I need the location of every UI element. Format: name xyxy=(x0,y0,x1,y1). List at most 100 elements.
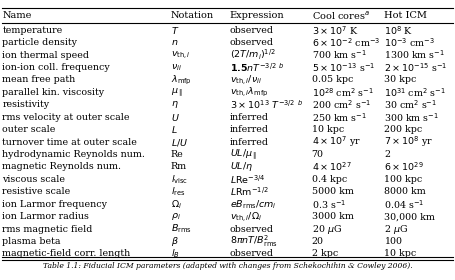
Text: Name: Name xyxy=(2,11,32,20)
Text: $6 \times 10^{-2}$ cm$^{-3}$: $6 \times 10^{-2}$ cm$^{-3}$ xyxy=(312,36,380,49)
Text: $L/U$: $L/U$ xyxy=(171,137,188,148)
Text: $10^8$ K: $10^8$ K xyxy=(384,24,414,37)
Text: 30,000 km: 30,000 km xyxy=(384,212,435,221)
Text: $v_{\mathrm{th},i}/\nu_{ii}$: $v_{\mathrm{th},i}/\nu_{ii}$ xyxy=(230,73,262,87)
Text: 200 kpc: 200 kpc xyxy=(384,125,423,134)
Text: $7 \times 10^8$ yr: $7 \times 10^8$ yr xyxy=(384,135,434,150)
Text: ion Larmor frequency: ion Larmor frequency xyxy=(2,200,107,209)
Text: 30 cm$^2$ s$^{-1}$: 30 cm$^2$ s$^{-1}$ xyxy=(384,99,438,111)
Text: ion Larmor radius: ion Larmor radius xyxy=(2,212,89,221)
Text: viscous scale: viscous scale xyxy=(2,175,65,184)
Text: 20: 20 xyxy=(312,237,324,246)
Text: magnetic-field corr. length: magnetic-field corr. length xyxy=(2,249,131,258)
Text: $\lambda_{\mathrm{mfp}}$: $\lambda_{\mathrm{mfp}}$ xyxy=(171,73,192,87)
Text: 3000 km: 3000 km xyxy=(312,212,354,221)
Text: $n$: $n$ xyxy=(171,38,178,47)
Text: Notation: Notation xyxy=(171,11,214,20)
Text: temperature: temperature xyxy=(2,26,62,35)
Text: 0.3 s$^{-1}$: 0.3 s$^{-1}$ xyxy=(312,198,346,211)
Text: 10 kpc: 10 kpc xyxy=(384,249,417,258)
Text: $10^{-3}$ cm$^{-3}$: $10^{-3}$ cm$^{-3}$ xyxy=(384,36,435,49)
Text: $l_{\mathrm{visc}}$: $l_{\mathrm{visc}}$ xyxy=(171,173,188,186)
Text: $v_{\mathrm{th},i}/\Omega_i$: $v_{\mathrm{th},i}/\Omega_i$ xyxy=(230,210,262,224)
Text: Hot ICM: Hot ICM xyxy=(384,11,428,20)
Text: 0.05 kpc: 0.05 kpc xyxy=(312,75,353,85)
Text: outer scale: outer scale xyxy=(2,125,56,134)
Text: observed: observed xyxy=(230,38,274,47)
Text: $5 \times 10^{-13}$ s$^{-1}$: $5 \times 10^{-13}$ s$^{-1}$ xyxy=(312,61,375,74)
Text: Table 1.1: Fiducial ICM parameters (adapted with changes from Schekochihin & Cow: Table 1.1: Fiducial ICM parameters (adap… xyxy=(43,262,412,270)
Text: $eB_{\mathrm{rms}}/cm_i$: $eB_{\mathrm{rms}}/cm_i$ xyxy=(230,198,277,211)
Text: $\mathbf{1.5}nT^{-3/2}$ $^b$: $\mathbf{1.5}nT^{-3/2}$ $^b$ xyxy=(230,61,284,74)
Text: 2: 2 xyxy=(384,150,390,159)
Text: 200 cm$^2$ s$^{-1}$: 200 cm$^2$ s$^{-1}$ xyxy=(312,99,371,111)
Text: $v_{\mathrm{th},i}$: $v_{\mathrm{th},i}$ xyxy=(171,49,190,61)
Text: $T$: $T$ xyxy=(171,25,179,36)
Text: Expression: Expression xyxy=(230,11,284,20)
Text: $\beta$: $\beta$ xyxy=(171,235,178,248)
Text: resistivity: resistivity xyxy=(2,100,50,109)
Text: ion-ion coll. frequency: ion-ion coll. frequency xyxy=(2,63,110,72)
Text: $UL/\mu_\parallel$: $UL/\mu_\parallel$ xyxy=(230,147,257,162)
Text: $2 \times 10^{-15}$ s$^{-1}$: $2 \times 10^{-15}$ s$^{-1}$ xyxy=(384,61,448,74)
Text: turnover time at outer scale: turnover time at outer scale xyxy=(2,137,137,147)
Text: 20 $\mu$G: 20 $\mu$G xyxy=(312,223,342,235)
Text: $10^{31}$ cm$^2$ s$^{-1}$: $10^{31}$ cm$^2$ s$^{-1}$ xyxy=(384,86,446,99)
Text: observed: observed xyxy=(230,225,274,234)
Text: Re: Re xyxy=(171,150,183,159)
Text: 8000 km: 8000 km xyxy=(384,187,426,196)
Text: $l_{\mathrm{res}}$: $l_{\mathrm{res}}$ xyxy=(171,186,185,198)
Text: $6 \times 10^{29}$: $6 \times 10^{29}$ xyxy=(384,161,424,173)
Text: inferred: inferred xyxy=(230,125,269,134)
Text: 300 km s$^{-1}$: 300 km s$^{-1}$ xyxy=(384,111,440,123)
Text: $v_{\mathrm{th},i}\lambda_{\mathrm{mfp}}$: $v_{\mathrm{th},i}\lambda_{\mathrm{mfp}}… xyxy=(230,86,268,99)
Text: 100 kpc: 100 kpc xyxy=(384,175,423,184)
Text: 250 km s$^{-1}$: 250 km s$^{-1}$ xyxy=(312,111,367,123)
Text: $\nu_{ii}$: $\nu_{ii}$ xyxy=(171,62,182,73)
Text: $\rho_i$: $\rho_i$ xyxy=(171,211,181,222)
Text: $10^{28}$ cm$^2$ s$^{-1}$: $10^{28}$ cm$^2$ s$^{-1}$ xyxy=(312,86,374,99)
Text: $\mu_\parallel$: $\mu_\parallel$ xyxy=(171,86,182,99)
Text: $L\mathrm{Rm}^{-1/2}$: $L\mathrm{Rm}^{-1/2}$ xyxy=(230,186,268,198)
Text: 70: 70 xyxy=(312,150,324,159)
Text: Rm: Rm xyxy=(171,162,187,171)
Text: particle density: particle density xyxy=(2,38,77,47)
Text: ion thermal speed: ion thermal speed xyxy=(2,51,89,60)
Text: $4 \times 10^7$ yr: $4 \times 10^7$ yr xyxy=(312,135,361,150)
Text: 5000 km: 5000 km xyxy=(312,187,354,196)
Text: $L$: $L$ xyxy=(171,124,177,135)
Text: 2 $\mu$G: 2 $\mu$G xyxy=(384,223,409,235)
Text: $3 \times 10^7$ K: $3 \times 10^7$ K xyxy=(312,24,359,37)
Text: parallel kin. viscosity: parallel kin. viscosity xyxy=(2,88,104,97)
Text: observed: observed xyxy=(230,249,274,258)
Text: inferred: inferred xyxy=(230,137,269,147)
Text: 0.4 kpc: 0.4 kpc xyxy=(312,175,347,184)
Text: $UL/\eta$: $UL/\eta$ xyxy=(230,160,253,174)
Text: $\Omega_i$: $\Omega_i$ xyxy=(171,198,182,211)
Text: $l_B$: $l_B$ xyxy=(171,248,179,260)
Text: Cool cores$^a$: Cool cores$^a$ xyxy=(312,10,369,22)
Text: $B_{\mathrm{rms}}$: $B_{\mathrm{rms}}$ xyxy=(171,223,192,235)
Text: $L\mathrm{Re}^{-3/4}$: $L\mathrm{Re}^{-3/4}$ xyxy=(230,173,265,186)
Text: mean free path: mean free path xyxy=(2,75,76,85)
Text: observed: observed xyxy=(230,26,274,35)
Text: $U$: $U$ xyxy=(171,112,179,123)
Text: resistive scale: resistive scale xyxy=(2,187,71,196)
Text: $3 \times 10^{13}$ $T^{-3/2}$ $^b$: $3 \times 10^{13}$ $T^{-3/2}$ $^b$ xyxy=(230,99,303,111)
Text: 700 km s$^{-1}$: 700 km s$^{-1}$ xyxy=(312,49,367,61)
Text: 10 kpc: 10 kpc xyxy=(312,125,344,134)
Text: plasma beta: plasma beta xyxy=(2,237,61,246)
Text: $4 \times 10^{27}$: $4 \times 10^{27}$ xyxy=(312,161,351,173)
Text: 30 kpc: 30 kpc xyxy=(384,75,417,85)
Text: $\eta$: $\eta$ xyxy=(171,99,178,110)
Text: magnetic Reynolds num.: magnetic Reynolds num. xyxy=(2,162,121,171)
Text: rms velocity at outer scale: rms velocity at outer scale xyxy=(2,113,130,122)
Text: $(2T/m_i)^{1/2}$: $(2T/m_i)^{1/2}$ xyxy=(230,48,275,62)
Text: rms magnetic field: rms magnetic field xyxy=(2,225,93,234)
Text: hydrodynamic Reynolds num.: hydrodynamic Reynolds num. xyxy=(2,150,145,159)
Text: $8\pi nT/B_{\mathrm{rms}}^2$: $8\pi nT/B_{\mathrm{rms}}^2$ xyxy=(230,234,278,249)
Text: 100: 100 xyxy=(384,237,403,246)
Text: 2 kpc: 2 kpc xyxy=(312,249,338,258)
Text: 1300 km s$^{-1}$: 1300 km s$^{-1}$ xyxy=(384,49,445,61)
Text: 0.04 s$^{-1}$: 0.04 s$^{-1}$ xyxy=(384,198,425,211)
